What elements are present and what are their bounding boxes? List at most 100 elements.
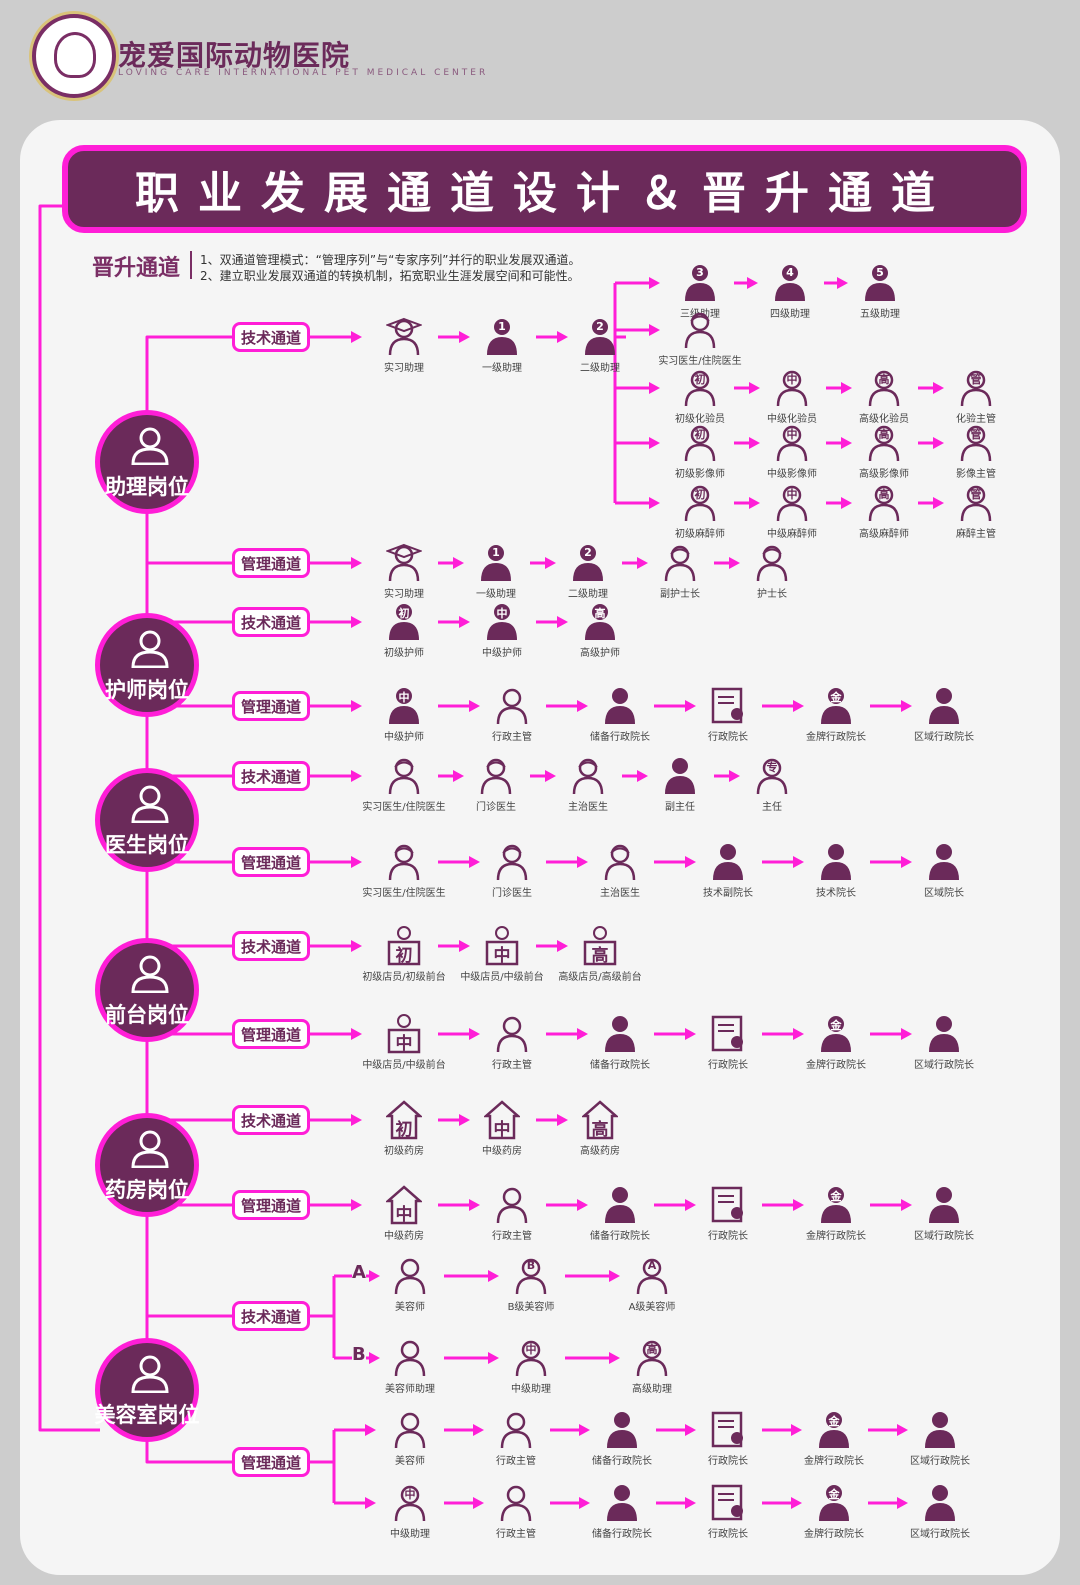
career-node: 行政院长 [680, 1483, 776, 1541]
career-node: 中中级助理 [483, 1338, 579, 1396]
node-label: 行政主管 [492, 1060, 532, 1071]
arrow-head [453, 770, 464, 782]
node-label: 高级麻醉师 [859, 529, 909, 540]
arrow-head [837, 277, 848, 289]
node-label: 行政主管 [492, 732, 532, 743]
node-label: 门诊医生 [492, 888, 532, 899]
level-mark: 金 [830, 1019, 842, 1032]
arrow-head [637, 770, 648, 782]
person-icon: 中 [484, 602, 520, 642]
node-label: 美容师 [395, 1456, 425, 1467]
arrow-head [933, 497, 944, 509]
doctor-icon [682, 310, 718, 350]
level-mark: 金 [830, 691, 842, 704]
arrow-head [459, 940, 470, 952]
expert-icon: 专 [754, 756, 790, 796]
node-label: 主治医生 [600, 888, 640, 899]
level-mark: 2 [596, 320, 604, 333]
career-node: 技术副院长 [680, 842, 776, 900]
level-mark: 3 [696, 266, 704, 279]
person-icon: 5 [862, 263, 898, 303]
hospital-logo [32, 14, 116, 98]
arrow-head [649, 324, 660, 336]
arrow-head [685, 1497, 696, 1509]
level-mark: 初 [694, 373, 706, 386]
node-label: 主治医生 [568, 802, 608, 813]
node-label: 中级店员/中级前台 [362, 1060, 446, 1071]
career-node: 中中级助理 [362, 1483, 458, 1541]
node-label: 初级化验员 [675, 414, 725, 425]
level-mark: 金 [828, 1415, 840, 1428]
arrow-head [685, 856, 696, 868]
career-node: 初初级化验员 [652, 368, 748, 426]
node-label: 一级助理 [476, 589, 516, 600]
imaging-icon: 中 [774, 423, 810, 463]
arrow-head [579, 1497, 590, 1509]
arrow-head [933, 382, 944, 394]
mgmt-channel-label: 管理通道 [232, 847, 310, 877]
arrow-head [469, 1028, 480, 1040]
arrow-head [685, 1424, 696, 1436]
career-node: 管麻醉主管 [928, 483, 1024, 541]
career-node: 高高级助理 [604, 1338, 700, 1396]
node-label: 美容师助理 [385, 1384, 435, 1395]
lab-icon: 管 [958, 368, 994, 408]
level-mark: 初 [398, 607, 410, 620]
brand-name: 宠爱国际动物医院 [118, 39, 351, 72]
node-label: 中级药房 [482, 1146, 522, 1157]
region-icon [922, 1483, 958, 1523]
node-label: 高级化验员 [859, 414, 909, 425]
career-node: 初初级店员/初级前台 [356, 926, 452, 984]
career-node: 门诊医生 [464, 842, 560, 900]
career-node: 金金牌行政院长 [786, 1483, 882, 1541]
node-label: 初级麻醉师 [675, 529, 725, 540]
career-node: 护士长 [724, 543, 820, 601]
level-mark: 初 [395, 1120, 413, 1140]
arrow-head [577, 1199, 588, 1211]
career-node: 5 五级助理 [832, 263, 928, 321]
arrow-head [351, 856, 362, 868]
region-icon [926, 686, 962, 726]
nurse-icon [754, 543, 790, 583]
arrow-head [459, 616, 470, 628]
node-label: 区域院长 [924, 888, 964, 899]
doctor-icon [570, 756, 606, 796]
node-label: 实习医生/住院医生 [362, 888, 446, 899]
position-label: 前台岗位 [105, 1003, 189, 1027]
nurse-icon [662, 543, 698, 583]
node-label: 中级护师 [482, 648, 522, 659]
level-mark: 中 [404, 1488, 416, 1501]
executive-icon [602, 1185, 638, 1225]
level-mark: 1 [498, 320, 506, 333]
imaging-icon: 高 [866, 423, 902, 463]
promotion-note: 2、建立职业发展双通道的转换机制，拓宽职业生涯发展空间和可能性。 [200, 269, 580, 283]
connector-line [145, 335, 232, 412]
person-icon: 2 [582, 317, 618, 357]
node-label: 行政院长 [708, 732, 748, 743]
mgmt-channel-label: 管理通道 [232, 691, 310, 721]
person-icon: 中 [386, 686, 422, 726]
career-node: 专主任 [724, 756, 820, 814]
career-node: 中中级护师 [356, 686, 452, 744]
career-node: 中中级麻醉师 [744, 483, 840, 541]
arrow-head [351, 770, 362, 782]
promotion-divider [190, 251, 192, 279]
career-node: 中中级店员/中级前台 [356, 1014, 452, 1072]
career-node: 行政主管 [464, 686, 560, 744]
position-grooming: 美容室岗位 [95, 1338, 200, 1442]
arrow-head [749, 437, 760, 449]
position-label: 药房岗位 [105, 1178, 189, 1202]
node-label: A级美容师 [628, 1302, 676, 1313]
node-label: 高级影像师 [859, 469, 909, 480]
node-label: 行政院长 [708, 1060, 748, 1071]
executive-icon [602, 686, 638, 726]
certificate-icon [710, 686, 746, 726]
level-mark: 中 [786, 488, 798, 501]
career-node: 行政院长 [680, 686, 776, 744]
level-mark: 中 [493, 1120, 511, 1140]
lab-icon: 初 [682, 368, 718, 408]
arrow-head [897, 1497, 908, 1509]
arrow-head [793, 856, 804, 868]
arrow-head [557, 331, 568, 343]
manager-icon [494, 686, 530, 726]
